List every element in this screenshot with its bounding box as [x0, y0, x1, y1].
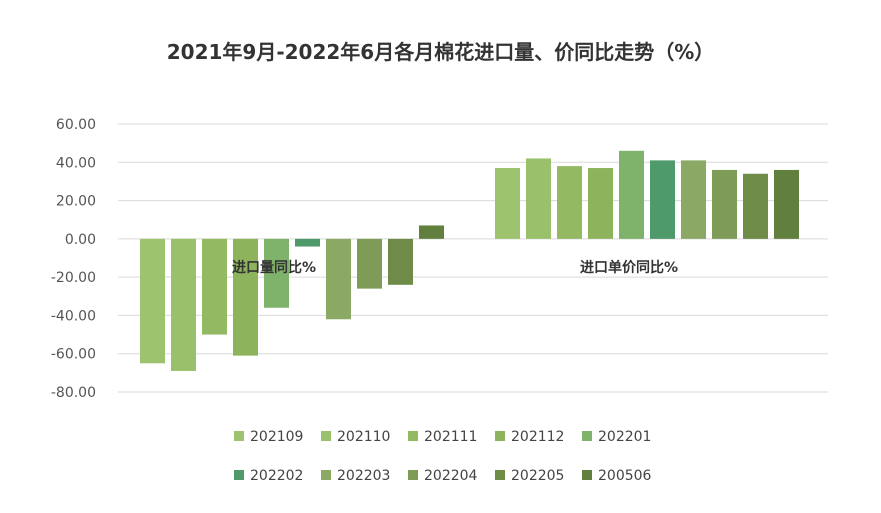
y-axis-tick-labels: 60.00 40.00 20.00 0.00 -20.00 -40.00 -60.00 -80…	[51, 117, 96, 401]
group-annotation: 进口量同比%	[232, 259, 316, 276]
y-tick-label: 40.00	[56, 155, 96, 171]
legend-label: 202112	[511, 429, 564, 445]
legend-swatch	[321, 470, 331, 480]
legend-label: 202205	[511, 468, 564, 484]
legend: 202109 202110 202111 202112 202201 202202 2022…	[234, 429, 652, 484]
y-tick-label: -40.00	[51, 308, 96, 324]
y-tick-label: -20.00	[51, 270, 96, 286]
legend-swatch	[234, 470, 244, 480]
y-tick-label: 0.00	[65, 232, 96, 248]
bar	[233, 238, 258, 356]
y-tick-label: -60.00	[51, 347, 96, 363]
bar	[774, 169, 799, 239]
bar	[526, 158, 551, 239]
group-annotation: 进口单价同比%	[580, 259, 678, 276]
legend-label: 200506	[598, 468, 652, 484]
bar	[588, 168, 613, 239]
bar	[419, 225, 444, 239]
bar	[495, 168, 520, 239]
legend-label: 202109	[250, 429, 303, 445]
y-tick-label: 20.00	[56, 194, 96, 210]
bar	[264, 238, 289, 308]
bar	[743, 173, 768, 239]
legend-swatch	[408, 431, 418, 441]
bars	[140, 150, 799, 371]
bar	[388, 238, 413, 285]
bar	[140, 238, 165, 364]
bar	[619, 150, 644, 239]
bar	[171, 238, 196, 371]
bar	[357, 238, 382, 289]
legend-label: 202202	[250, 468, 303, 484]
legend-swatch	[495, 431, 505, 441]
bar	[202, 238, 227, 335]
legend-label: 202204	[424, 468, 478, 484]
y-tick-label: 60.00	[56, 117, 96, 133]
bar	[326, 238, 351, 320]
legend-swatch	[408, 470, 418, 480]
legend-swatch	[321, 431, 331, 441]
legend-label: 202110	[337, 429, 390, 445]
annotations: 进口量同比% 进口单价同比%	[232, 259, 678, 276]
bar	[650, 160, 675, 239]
legend-swatch	[582, 431, 592, 441]
legend-swatch	[582, 470, 592, 480]
legend-swatch	[234, 431, 244, 441]
legend-label: 202201	[598, 429, 651, 445]
legend-label: 202111	[424, 429, 477, 445]
bar	[557, 166, 582, 239]
bar	[681, 160, 706, 239]
legend-swatch	[495, 470, 505, 480]
bar	[712, 169, 737, 239]
chart-title: 2021年9月-2022年6月各月棉花进口量、价同比走势（%）	[166, 40, 715, 64]
bar	[295, 238, 320, 247]
legend-label: 202203	[337, 468, 390, 484]
y-tick-label: -80.00	[51, 385, 96, 401]
